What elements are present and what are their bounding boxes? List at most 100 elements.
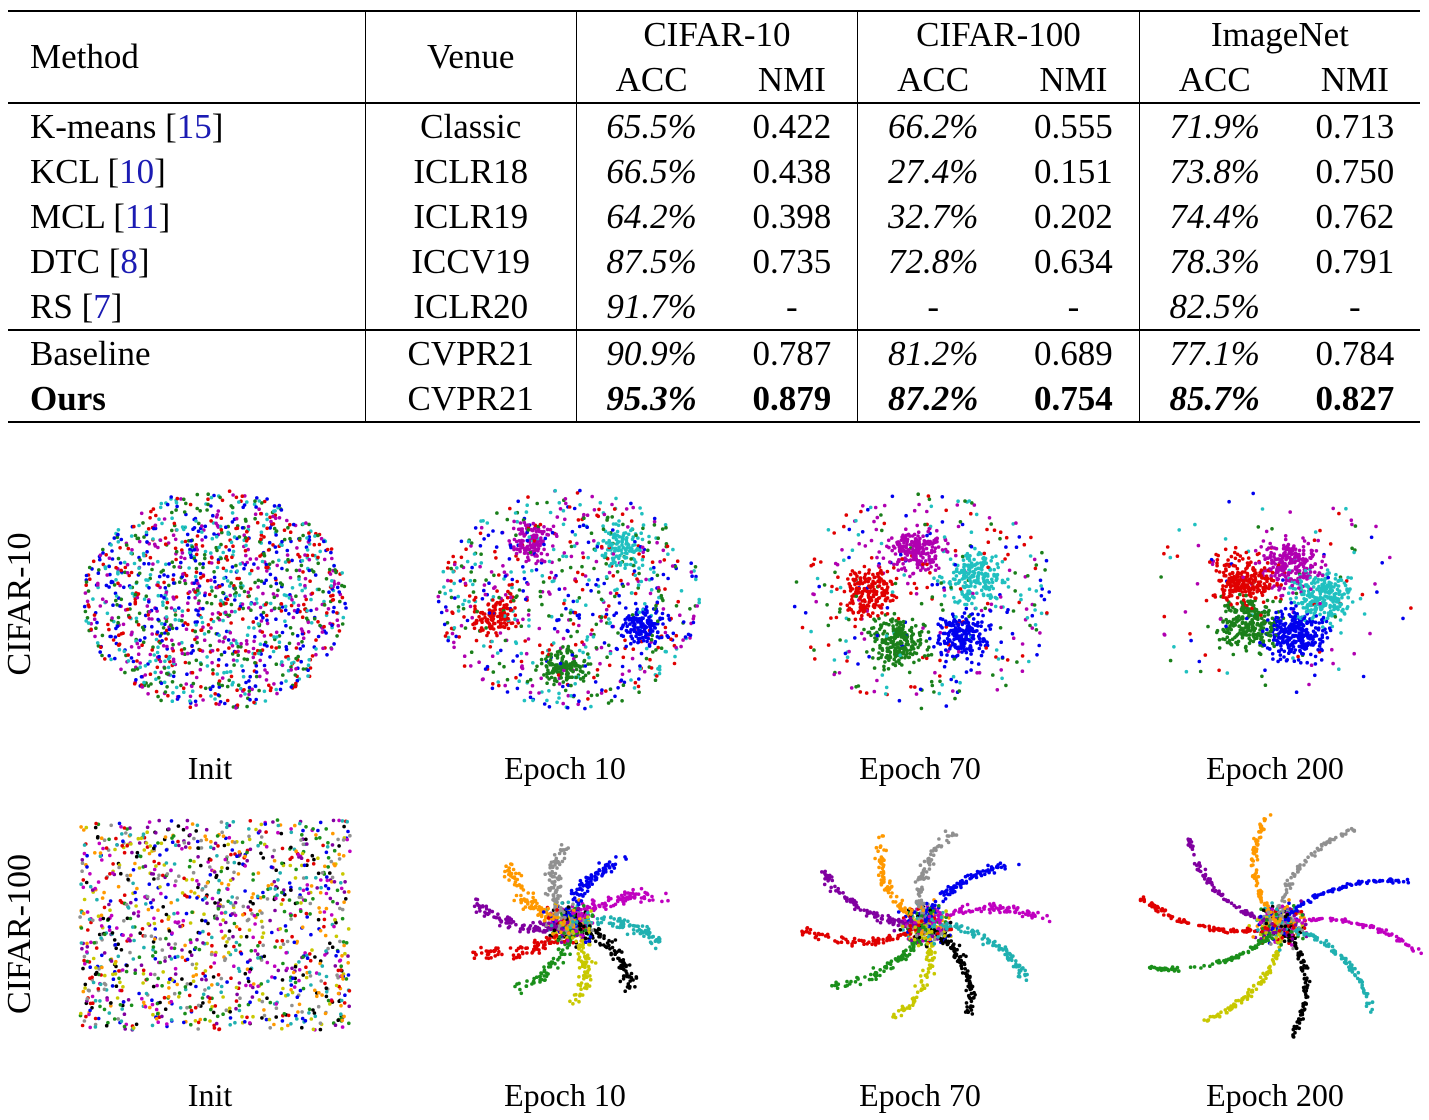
method-cell: DTC [8] [8,239,366,284]
metric-header: NMI [1008,57,1140,103]
nmi-cell: 0.787 [726,329,859,376]
nmi-cell: 0.735 [726,239,859,284]
venue-cell: ICLR18 [365,149,577,194]
tsne-plot-cifar10-init [82,489,348,710]
acc-cell: 81.2% [857,329,1009,376]
tsne-plot-cifar10-epoch70 [792,492,1051,711]
tsne-plot-cifar10-epoch200 [1159,491,1413,694]
nmi-cell: - [726,284,859,330]
method-name: Ours [30,379,106,418]
acc-cell: - [927,287,939,326]
dataset-header-cifar100: CIFAR-100 [857,10,1140,57]
method-name: RS [30,287,73,326]
row-label-cifar100: CIFAR-100 [1,854,38,1014]
table-row: Ours CVPR21 95.3% 0.879 87.2% 0.754 85.7% 0.827 [8,376,1420,423]
tsne-plot-cifar100-init [78,818,352,1032]
nmi-cell: - [1008,284,1140,330]
acc-cell: 95.3% [576,376,727,423]
acc-cell: 73.8% [1169,152,1260,191]
venue-cell: ICLR19 [365,194,577,239]
nmi-cell: 0.713 [1289,102,1420,149]
tsne-figure: CIFAR-10 CIFAR-100 Init Epoch 10 Epoch 7… [0,470,1429,1120]
citation-link[interactable]: 7 [93,287,111,326]
method-cell: Baseline [8,329,366,376]
caption-init: Init [187,750,233,786]
acc-cell: 82.5% [1169,287,1260,326]
method-cell: MCL [11] [8,194,366,239]
tsne-plot-cifar100-epoch10 [471,843,670,1006]
table-body: K-means [15] Classic 65.5% 0.422 66.2% 0.555 7… [8,102,1420,423]
nmi-cell: 0.422 [726,102,859,149]
caption-epoch10: Epoch 10 [504,750,626,786]
nmi-cell: 0.827 [1289,376,1420,423]
tsne-plot-cifar100-epoch70 [800,829,1052,1020]
acc-cell: 32.7% [887,197,979,236]
citation-link[interactable]: 10 [119,152,155,191]
acc-cell: 87.5% [606,242,697,281]
caption-epoch200: Epoch 200 [1206,750,1344,786]
venue-cell: ICLR20 [365,284,577,330]
nmi-cell: 0.784 [1289,329,1420,376]
nmi-cell: 0.762 [1315,197,1395,236]
nmi-cell: 0.754 [1008,376,1140,423]
nmi-cell: 0.634 [1008,239,1140,284]
method-cell: KCL [10] [8,149,366,194]
venue-header: Venue [365,10,577,103]
venue-cell: CVPR21 [365,376,577,423]
nmi-cell: - [1349,287,1361,326]
dataset-header-cifar10: CIFAR-10 [576,10,859,57]
citation-link[interactable]: 8 [120,242,138,281]
nmi-cell: 0.398 [726,194,859,239]
table-row: KCL [10] ICLR18 66.5% 0.438 27.4% 0.151 73.8% 0… [8,149,1420,194]
dataset-header-imagenet: ImageNet [1139,10,1420,57]
acc-cell: 27.4% [887,152,979,191]
acc-cell: 66.2% [857,102,1009,149]
table-row: DTC [8] ICCV19 87.5% 0.735 72.8% 0.634 78.3% 0.… [8,239,1420,284]
metric-header: NMI [726,57,859,103]
citation-link[interactable]: 15 [176,107,212,146]
acc-cell: 78.3% [1169,242,1260,281]
acc-cell: 66.5% [606,152,697,191]
nmi-cell: 0.879 [726,376,859,423]
method-cell: Ours [8,376,366,423]
row-label-cifar10: CIFAR-10 [1,532,38,676]
results-table: Method Venue CIFAR-10 CIFAR-100 ImageNet… [8,10,1420,423]
metric-header: ACC [1178,60,1251,99]
table-row: RS [7] ICLR20 91.7% - - -82.5% - [8,284,1420,330]
acc-cell: 85.7% [1139,376,1290,423]
caption-epoch200: Epoch 200 [1206,1077,1344,1113]
nmi-cell: 0.202 [1008,194,1140,239]
nmi-cell: 0.555 [1008,102,1140,149]
method-name: KCL [30,152,99,191]
acc-cell: 91.7% [606,287,697,326]
nmi-cell: 0.791 [1315,242,1395,281]
acc-cell: 65.5% [576,102,727,149]
venue-cell: CVPR21 [365,329,577,376]
method-name: K-means [30,107,157,146]
acc-cell: 74.4% [1169,197,1260,236]
metric-header: NMI [1320,60,1389,99]
method-name: Baseline [30,334,151,373]
method-cell: K-means [15] [8,102,366,149]
nmi-cell: 0.750 [1315,152,1395,191]
nmi-cell: 0.438 [726,149,859,194]
acc-cell: 77.1% [1139,329,1290,376]
metric-header: ACC [615,60,688,99]
acc-cell: 71.9% [1139,102,1290,149]
caption-epoch70: Epoch 70 [859,1077,981,1113]
tsne-plot-cifar10-epoch10 [436,488,701,711]
venue-cell: Classic [365,102,577,149]
method-header: Method [8,10,366,103]
nmi-cell: 0.689 [1008,329,1140,376]
caption-epoch70: Epoch 70 [859,750,981,786]
method-name: DTC [30,242,100,281]
acc-cell: 72.8% [887,242,979,281]
tsne-plot-cifar100-epoch200 [1138,813,1423,1039]
table-row: K-means [15] Classic 65.5% 0.422 66.2% 0.555 7… [8,102,1420,149]
acc-cell: 64.2% [606,197,697,236]
citation-link[interactable]: 11 [124,197,159,236]
metric-header: ACC [897,60,970,99]
table-row: Baseline CVPR21 90.9% 0.787 81.2% 0.689 77.1% 0… [8,329,1420,376]
caption-epoch10: Epoch 10 [504,1077,626,1113]
nmi-cell: 0.151 [1008,149,1140,194]
